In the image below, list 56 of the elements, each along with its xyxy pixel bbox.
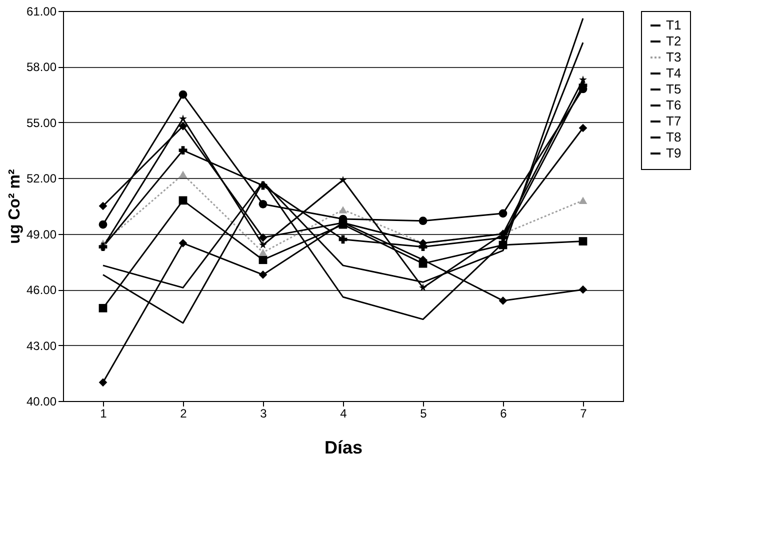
point (578, 196, 588, 204)
point (258, 233, 268, 242)
point (178, 170, 188, 178)
y-tick-label: 61.00 (26, 4, 57, 18)
legend-label: T2 (666, 34, 682, 48)
point (498, 296, 508, 305)
legend-label: T5 (666, 82, 682, 96)
point (258, 248, 268, 256)
point (258, 256, 268, 264)
y-axis-title: ug Co² m² (6, 169, 24, 244)
point (418, 216, 428, 226)
legend-label: T1 (666, 18, 682, 32)
x-tick-label: 2 (180, 406, 188, 420)
point (418, 259, 428, 268)
point (178, 90, 188, 99)
point (578, 124, 588, 132)
point (258, 270, 268, 279)
point (338, 206, 348, 214)
point (98, 220, 108, 229)
y-tick-label: 58.00 (26, 60, 57, 74)
point (338, 235, 348, 244)
x-tick-label: 3 (260, 406, 268, 420)
point (178, 122, 188, 130)
legend-label: T4 (666, 66, 682, 80)
point (98, 202, 108, 210)
point (178, 146, 188, 154)
y-tick-label: 40.00 (26, 394, 57, 408)
x-tick-label: 6 (500, 406, 508, 420)
x-tick-label: 7 (580, 406, 588, 420)
legend-label: T3 (666, 50, 682, 64)
x-tick-label: 5 (420, 406, 428, 420)
point (179, 114, 187, 122)
point (578, 285, 588, 294)
x-tick-label: 1 (100, 406, 108, 420)
y-tick-label: 55.00 (26, 116, 57, 130)
point (258, 181, 268, 190)
y-tick-label: 46.00 (26, 283, 57, 298)
y-tick-label: 52.00 (26, 172, 57, 186)
point (178, 196, 188, 205)
legend-label: T8 (666, 130, 682, 144)
point (339, 176, 347, 184)
legend-label: T6 (666, 98, 682, 112)
point (578, 237, 588, 246)
x-tick-label: 4 (340, 406, 348, 420)
x-axis-title: Días (324, 438, 363, 458)
point (98, 378, 108, 387)
legend-label: T7 (666, 114, 682, 128)
point (259, 240, 267, 248)
y-tick-label: 49.00 (26, 227, 57, 242)
point (98, 304, 108, 312)
point (498, 209, 508, 218)
point (178, 238, 188, 248)
y-tick-label: 43.00 (26, 338, 57, 353)
point (258, 200, 268, 208)
legend-label: T9 (666, 146, 682, 160)
point (419, 284, 427, 292)
